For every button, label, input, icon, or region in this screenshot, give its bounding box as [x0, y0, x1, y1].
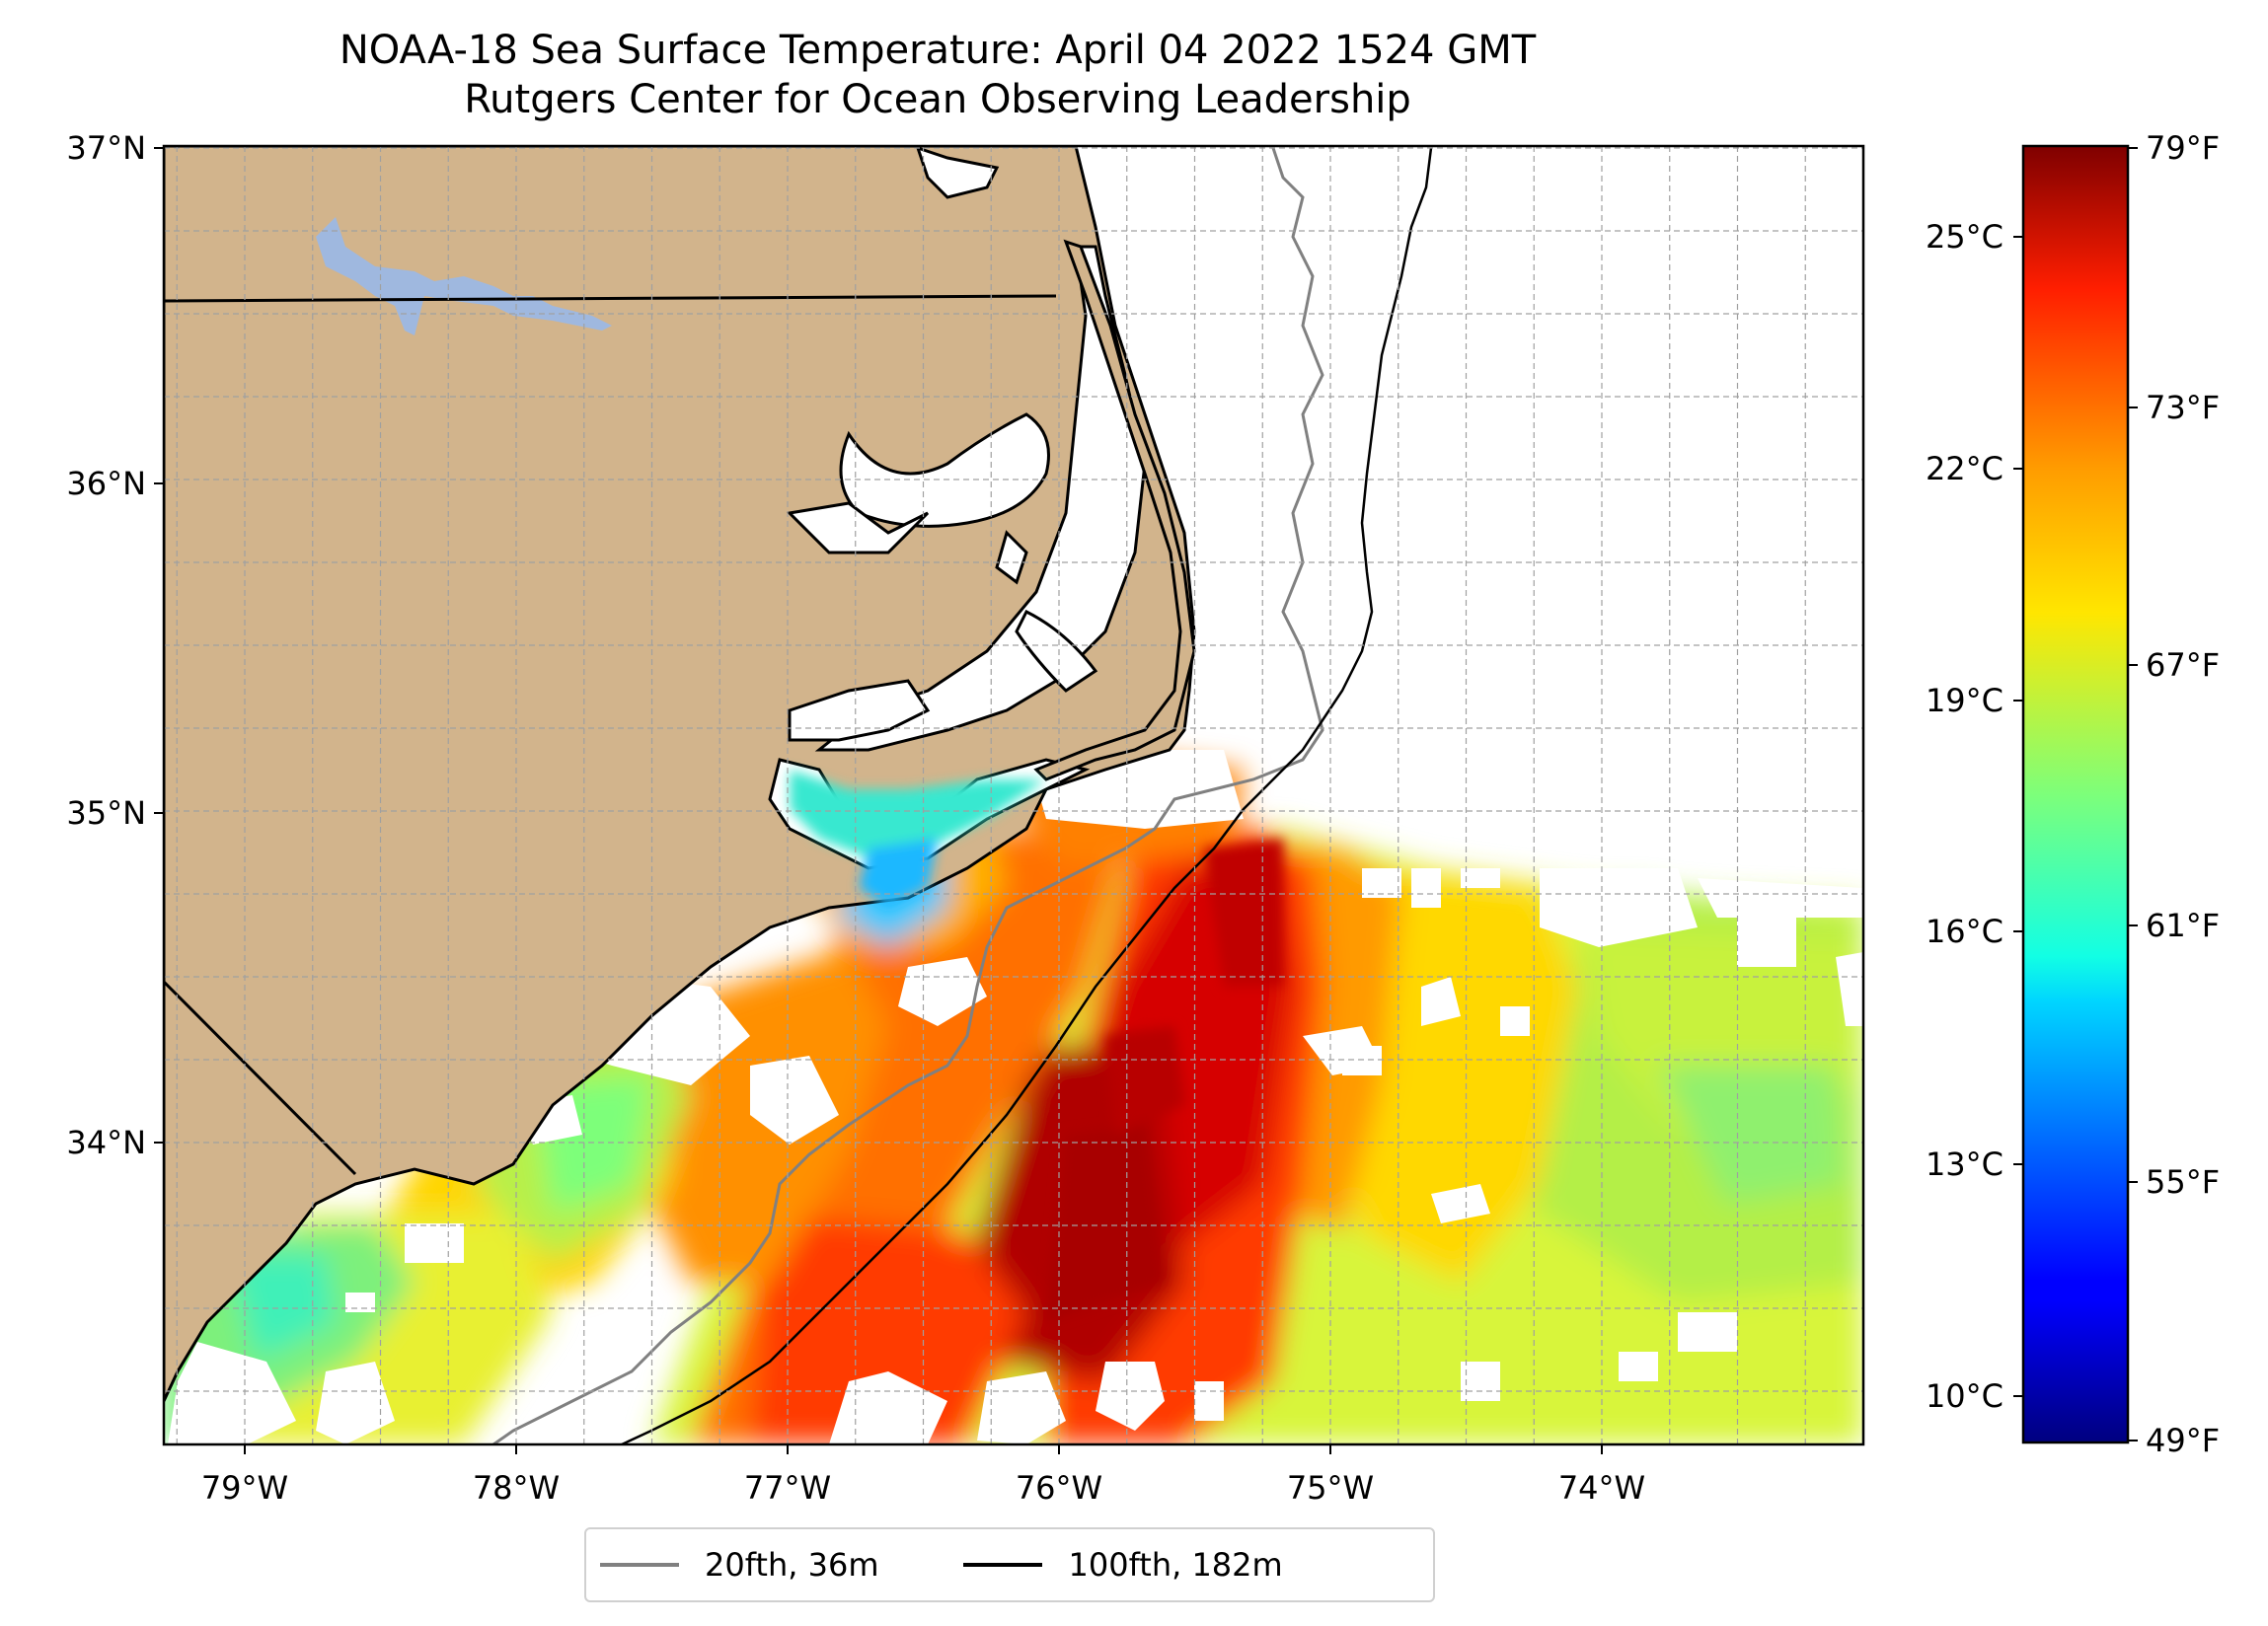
svg-text:22°C: 22°C	[1926, 450, 2003, 487]
fahrenheit-tick: 67°F	[2128, 646, 2220, 684]
svg-text:36°N: 36°N	[66, 465, 146, 502]
lake	[316, 217, 612, 335]
lat-tick: 35°N	[66, 794, 164, 832]
lon-tick: 77°W	[744, 1444, 831, 1507]
svg-text:77°W: 77°W	[744, 1469, 831, 1507]
legend-entry-20fth: 20fth, 36m	[586, 1546, 878, 1584]
svg-text:76°W: 76°W	[1016, 1469, 1102, 1507]
isobath-100fth	[621, 147, 1433, 1444]
map-gridlines	[164, 146, 1863, 1444]
land-mass	[164, 146, 1196, 1402]
celsius-tick: 10°C	[1926, 1377, 2023, 1415]
celsius-tick: 16°C	[1926, 913, 2023, 950]
legend-swatch-20fth	[600, 1563, 679, 1567]
celsius-tick: 19°C	[1926, 682, 2023, 719]
svg-text:79°W: 79°W	[201, 1469, 288, 1507]
lon-tick: 79°W	[201, 1444, 288, 1507]
svg-text:37°N: 37°N	[66, 129, 146, 167]
legend-label-100fth: 100fth, 182m	[1068, 1546, 1283, 1584]
svg-text:35°N: 35°N	[66, 794, 146, 832]
lon-axis: 79°W 78°W 77°W 76°W 75°W 74°W	[201, 1444, 1645, 1507]
colorbar-gradient	[2021, 144, 2130, 1444]
svg-text:67°F: 67°F	[2146, 646, 2220, 684]
svg-text:16°C: 16°C	[1926, 913, 2003, 950]
svg-text:10°C: 10°C	[1926, 1377, 2003, 1415]
map-panel	[164, 146, 1863, 1444]
celsius-tick: 25°C	[1926, 218, 2023, 256]
lat-tick: 37°N	[66, 129, 164, 167]
celsius-tick: 22°C	[1926, 450, 2023, 487]
fahrenheit-tick: 55°F	[2128, 1163, 2220, 1201]
lon-tick: 78°W	[473, 1444, 560, 1507]
fahrenheit-tick: 61°F	[2128, 907, 2220, 944]
colorbar-celsius-ticks: 25°C 22°C 19°C 16°C 13°C 10°C	[1926, 218, 2023, 1415]
svg-text:19°C: 19°C	[1926, 682, 2003, 719]
lon-tick: 76°W	[1016, 1444, 1102, 1507]
legend-label-20fth: 20fth, 36m	[705, 1546, 879, 1584]
svg-text:13°C: 13°C	[1926, 1146, 2003, 1183]
svg-text:61°F: 61°F	[2146, 907, 2220, 944]
fahrenheit-tick: 73°F	[2128, 389, 2220, 426]
svg-text:75°W: 75°W	[1287, 1469, 1374, 1507]
title-line-2: Rutgers Center for Ocean Observing Leade…	[464, 77, 1411, 122]
lat-axis: 37°N 36°N 35°N 34°N	[66, 129, 164, 1161]
svg-text:34°N: 34°N	[66, 1124, 146, 1161]
colorbar: 79°F 73°F 67°F 61°F 55°F 49°F 25°C 22°C …	[1926, 129, 2220, 1459]
legend-entry-100fth: 100fth, 182m	[949, 1546, 1283, 1584]
svg-text:79°F: 79°F	[2146, 129, 2220, 167]
svg-text:73°F: 73°F	[2146, 389, 2220, 426]
sound-sst	[790, 770, 1046, 908]
colorbar-fahrenheit-ticks: 79°F 73°F 67°F 61°F 55°F 49°F	[2128, 129, 2220, 1459]
outer-banks	[1033, 239, 1196, 781]
svg-text:25°C: 25°C	[1926, 218, 2003, 256]
lon-tick: 75°W	[1287, 1444, 1374, 1507]
svg-text:55°F: 55°F	[2146, 1163, 2220, 1201]
svg-text:74°W: 74°W	[1558, 1469, 1645, 1507]
lat-tick: 36°N	[66, 465, 164, 502]
isobath-20fth	[492, 147, 1324, 1444]
fahrenheit-tick: 79°F	[2128, 129, 2220, 167]
legend-swatch-100fth	[963, 1563, 1043, 1567]
lon-tick: 74°W	[1558, 1444, 1645, 1507]
chart-title: NOAA-18 Sea Surface Temperature: April 0…	[0, 26, 1875, 124]
fahrenheit-tick: 49°F	[2128, 1422, 2220, 1459]
isobath-legend: 20fth, 36m 100fth, 182m	[584, 1527, 1435, 1602]
map-border	[162, 144, 1865, 1446]
lat-tick: 34°N	[66, 1124, 164, 1161]
sst-hot-core	[1046, 839, 1283, 1322]
title-line-1: NOAA-18 Sea Surface Temperature: April 0…	[339, 28, 1537, 73]
svg-text:78°W: 78°W	[473, 1469, 560, 1507]
svg-text:49°F: 49°F	[2146, 1422, 2220, 1459]
celsius-tick: 13°C	[1926, 1146, 2023, 1183]
